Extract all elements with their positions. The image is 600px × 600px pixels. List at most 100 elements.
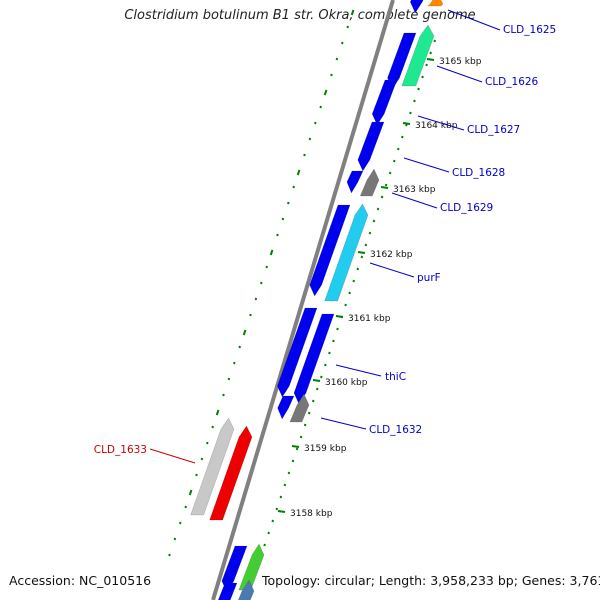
gray-feature [359,168,380,197]
outer-dotted-ring [215,409,220,416]
kbp-tick [277,510,286,513]
inner-dotted-ring [267,531,270,535]
inner-dotted-ring [311,399,315,403]
green-feature [401,24,435,87]
kbp-tick [335,315,344,318]
gene-leader-line [335,364,382,377]
steel-feature [238,579,255,600]
gene-label: CLD_1625 [503,24,556,36]
inner-dotted-ring [295,447,299,451]
outer-dotted-ring [173,537,177,541]
outer-dotted-ring [323,89,328,96]
outer-dotted-ring [249,313,252,317]
gene-label: thiC [385,371,406,383]
gene-label: CLD_1629 [440,202,493,214]
kbp-tick [291,445,300,448]
inner-dotted-ring [396,147,400,151]
gene-leader-line [447,9,501,31]
kbp-tick [357,251,366,254]
kbp-label: 3163 kbp [393,185,436,195]
inner-dotted-ring [384,183,388,187]
outer-dotted-ring [238,345,241,349]
cds-feature [371,79,398,126]
outer-dotted-ring [254,297,258,301]
outer-dotted-ring [281,217,285,221]
feature-layer [190,0,444,600]
outer-dotted-ring [269,249,274,256]
kbp-label: 3160 kbp [325,378,368,388]
cds-feature [309,204,351,297]
inner-dotted-ring [291,459,295,463]
kbp-tick [312,379,321,382]
inner-dotted-ring [283,483,287,487]
inner-dotted-ring [263,543,266,547]
inner-dotted-ring [409,111,412,115]
outer-dotted-ring [233,361,236,365]
outer-dotted-ring [330,73,333,77]
inner-dotted-ring [315,387,319,391]
gene-leader-line [320,417,367,430]
inner-dotted-ring [348,291,351,295]
outer-dotted-ring [350,9,355,16]
inner-dotted-ring [401,135,404,139]
inner-dotted-ring [328,351,331,355]
outer-dotted-ring [222,393,225,397]
outer-dotted-ring [168,553,171,557]
cds-feature [387,32,417,90]
outer-dotted-ring [188,489,193,496]
kbp-label: 3158 kbp [290,509,333,519]
outer-dotted-ring [260,281,263,285]
cyan-feature [324,203,369,302]
kbp-label: 3162 kbp [370,250,413,260]
gene-leader-line [436,65,483,83]
inner-dotted-ring [271,519,275,523]
ring-layer: 3165 kbp 3164 kbp 3163 kbp 3162 kbp 3161 kbp… [168,0,482,600]
inner-dotted-ring [421,75,424,79]
gene-leader-line [417,115,465,131]
gene-leader-line [149,448,196,464]
inner-dotted-ring [364,243,368,247]
inner-dotted-ring [275,507,279,511]
gene-label: CLD_1633 [94,444,147,456]
inner-dotted-ring [320,375,323,379]
kbp-label: 3165 kbp [439,57,482,67]
kbp-tick [402,122,411,125]
outer-dotted-ring [335,57,339,61]
light-green-feature [238,543,265,591]
outer-dotted-ring [184,505,187,509]
outer-dotted-ring [292,185,295,189]
inner-dotted-ring [344,303,347,307]
gray-feature [289,393,310,423]
outer-dotted-ring [346,25,349,29]
gene-label: CLD_1632 [369,424,422,436]
inner-dotted-ring [425,63,428,67]
inner-dotted-ring [388,171,392,175]
red-feature [209,425,253,521]
inner-dotted-ring [352,279,356,283]
inner-dotted-ring [380,195,384,199]
inner-dotted-ring [433,39,437,43]
outer-dotted-ring [287,201,290,205]
inner-dotted-ring [360,255,364,259]
inner-dotted-ring [279,495,283,499]
gene-leader-line [369,262,415,278]
inner-dotted-ring [429,51,432,55]
gene-label: purF [417,272,441,284]
inner-dotted-ring [376,207,380,211]
kbp-tick [426,58,435,61]
cds-feature [277,395,295,420]
outer-dotted-ring [227,377,231,381]
outer-dotted-ring [265,265,268,269]
outer-dotted-ring [242,329,247,336]
kbp-label: 3164 kbp [415,121,458,131]
backbone-line [211,0,395,600]
inner-dotted-ring [413,99,416,103]
cds-feature [410,0,424,14]
outer-dotted-ring [276,233,279,237]
topology-text: Topology: circular; Length: 3,958,233 bp… [262,573,600,588]
gene-leader-line [391,192,438,209]
outer-dotted-ring [296,169,301,176]
outer-dotted-ring [341,41,344,45]
inner-dotted-ring [356,267,360,271]
